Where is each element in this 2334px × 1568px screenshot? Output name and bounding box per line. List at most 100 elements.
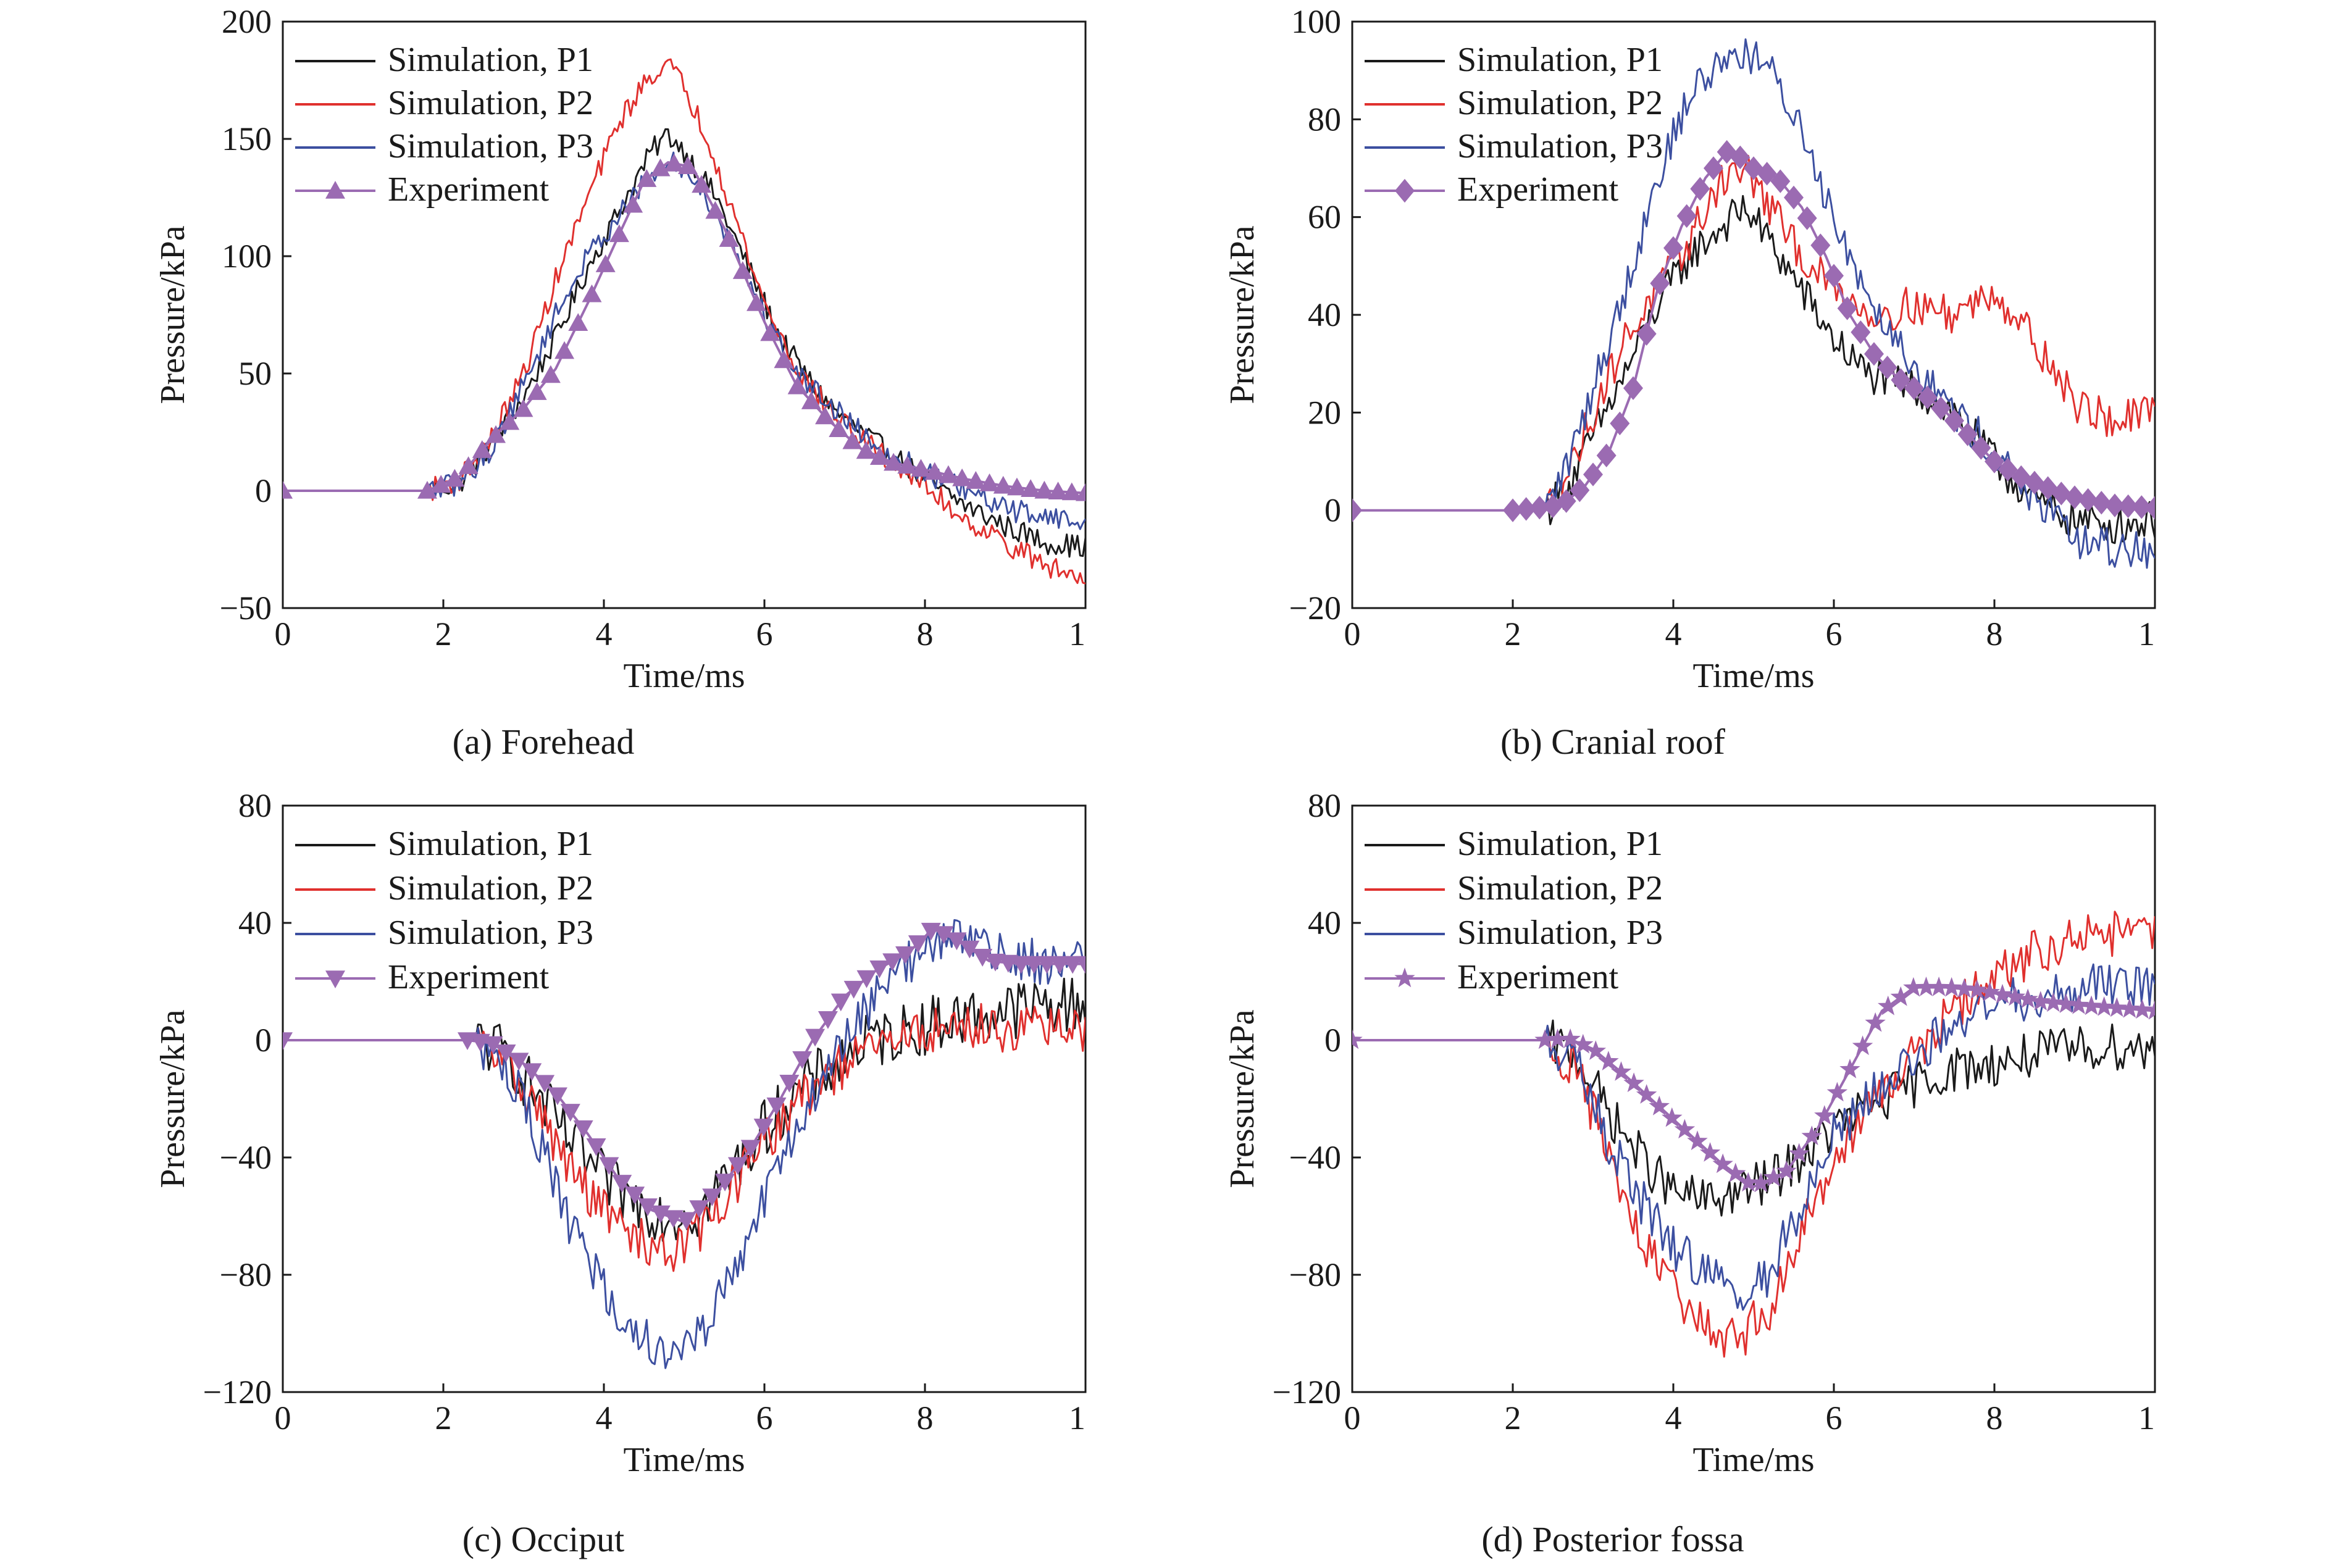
y-tick-label: 20 xyxy=(1308,394,1341,431)
experiment-marker xyxy=(2118,494,2138,519)
experiment-marker xyxy=(2106,997,2127,1017)
experiment-marker xyxy=(1954,978,1975,998)
legend-label: Experiment xyxy=(388,958,550,996)
y-tick-label: −50 xyxy=(220,590,272,627)
experiment-marker xyxy=(815,406,835,425)
experiment-marker xyxy=(664,153,684,172)
series-line-simulation-p3 xyxy=(283,151,1085,530)
caption-cranial-roof: (b) Cranial roof xyxy=(1500,722,1725,762)
x-tick-label: 10 xyxy=(2138,615,2156,653)
x-tick-label: 4 xyxy=(596,1399,613,1437)
experiment-marker xyxy=(2091,491,2112,515)
experiment-marker xyxy=(727,1157,748,1175)
legend-marker xyxy=(1395,178,1415,203)
experiment-marker xyxy=(527,382,547,400)
experiment-marker xyxy=(522,1063,542,1082)
experiment-marker xyxy=(801,391,821,409)
experiment-marker xyxy=(1877,356,1897,380)
experiment-marker xyxy=(637,1198,658,1217)
experiment-marker xyxy=(2131,495,2152,519)
x-tick-label: 4 xyxy=(596,615,613,653)
experiment-marker xyxy=(1890,986,1912,1006)
legend-label: Simulation, P1 xyxy=(388,825,593,863)
legend-label: Experiment xyxy=(1457,958,1619,996)
experiment-marker xyxy=(779,1074,800,1093)
experiment-marker xyxy=(540,365,561,383)
legend-marker xyxy=(1394,967,1415,988)
experiment-marker xyxy=(1865,1012,1886,1032)
experiment-marker xyxy=(1928,976,1949,996)
x-tick-label: 4 xyxy=(1665,615,1682,653)
experiment-marker xyxy=(1864,342,1884,366)
legend-label: Simulation, P2 xyxy=(1457,869,1663,907)
experiment-marker xyxy=(908,935,928,953)
y-tick-label: 0 xyxy=(255,472,272,509)
experiment-marker xyxy=(486,425,506,443)
experiment-marker xyxy=(1063,956,1083,974)
experiment-marker xyxy=(1636,322,1657,346)
caption-posterior-fossa: (d) Posterior fossa xyxy=(1481,1519,1744,1559)
experiment-marker xyxy=(1534,1029,1555,1049)
experiment-marker xyxy=(1763,1167,1784,1186)
experiment-marker xyxy=(1352,1029,1363,1049)
experiment-marker xyxy=(609,224,629,243)
experiment-marker xyxy=(417,481,437,499)
experiment-marker xyxy=(1979,982,2001,1001)
experiment-marker xyxy=(1704,156,1723,180)
experiment-marker xyxy=(1021,479,1041,498)
y-tick-label: 60 xyxy=(1308,199,1341,236)
legend-label: Simulation, P1 xyxy=(1457,41,1663,79)
experiment-marker xyxy=(2131,999,2153,1019)
y-tick-label: 80 xyxy=(238,787,272,824)
x-tick-label: 10 xyxy=(1069,1399,1087,1437)
chart-cranial-roof: 0246810−20020406080100Time/msPressure/kP… xyxy=(1223,3,2156,695)
experiment-marker xyxy=(740,1140,761,1158)
x-tick-label: 8 xyxy=(917,1399,934,1437)
experiment-marker xyxy=(535,1075,555,1093)
x-tick-label: 2 xyxy=(1505,615,1521,653)
experiment-marker xyxy=(1676,204,1697,228)
series-line-simulation-p3 xyxy=(1352,963,2155,1311)
experiment-marker xyxy=(623,194,643,213)
x-tick-label: 0 xyxy=(1344,615,1361,653)
y-axis-label: Pressure/kPa xyxy=(1223,1009,1261,1188)
series-line-experiment xyxy=(1352,986,2155,1188)
legend-marker xyxy=(325,970,345,988)
experiment-marker xyxy=(1917,385,1938,409)
experiment-marker xyxy=(283,481,293,499)
chart-occiput: 0 2 4 6 8 10 −120 −80 −40 0 40 80 Time/ms Pressure/kP… xyxy=(154,787,1087,1479)
experiment-marker xyxy=(1663,236,1683,261)
experiment-marker xyxy=(472,440,492,458)
experiment-marker xyxy=(2145,496,2155,520)
experiment-marker xyxy=(911,459,931,477)
experiment-marker xyxy=(595,254,616,272)
legend-label: Simulation, P3 xyxy=(1457,127,1663,165)
experiment-marker xyxy=(924,462,945,480)
legend-label: Experiment xyxy=(388,170,550,209)
experiment-marker xyxy=(1725,1162,1746,1183)
legend: Simulation, P1 Simulation, P2 Simulation, … xyxy=(1365,825,1663,996)
experiment-marker xyxy=(1034,480,1055,499)
experiment-marker xyxy=(1662,1107,1683,1127)
x-tick-label: 2 xyxy=(1505,1399,1521,1437)
experiment-marker xyxy=(2030,991,2051,1011)
experiment-marker xyxy=(2065,485,2085,509)
experiment-marker xyxy=(568,313,588,331)
experiment-marker xyxy=(1770,169,1791,193)
experiment-marker xyxy=(895,946,916,964)
y-tick-label: 100 xyxy=(222,238,272,275)
experiment-marker xyxy=(650,1205,671,1224)
experiment-marker xyxy=(830,993,851,1012)
legend: Simulation, P1 Simulation, P2 Simulation, … xyxy=(1365,41,1663,209)
experiment-marker xyxy=(689,1200,709,1219)
experiment-marker xyxy=(1596,443,1617,468)
experiment-marker xyxy=(884,452,904,471)
chart-forehead: 0246810−50050100150200Time/msPressure/kP… xyxy=(154,3,1087,695)
experiment-marker xyxy=(1649,1095,1670,1116)
experiment-marker xyxy=(1915,976,1937,996)
experiment-marker xyxy=(1006,477,1027,496)
experiment-marker xyxy=(1687,1130,1708,1151)
experiment-marker xyxy=(2004,986,2026,1006)
series-line-simulation-p2 xyxy=(283,1003,1085,1272)
experiment-marker xyxy=(599,1157,619,1175)
